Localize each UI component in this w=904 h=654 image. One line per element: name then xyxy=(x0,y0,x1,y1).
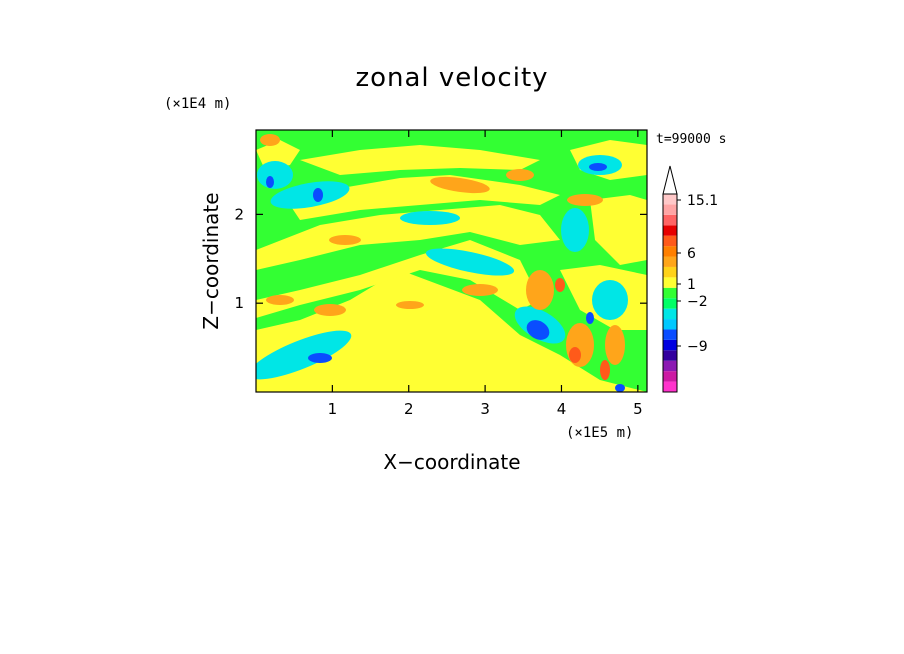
colorbar-extend-arrow xyxy=(662,165,678,195)
colorbar-swatch xyxy=(663,194,677,205)
x-tick-label: 2 xyxy=(404,400,414,418)
y-tick-label: 1 xyxy=(234,294,244,312)
y-tick-label: 2 xyxy=(234,205,244,223)
x-tick-label: 5 xyxy=(633,400,643,418)
chart-title: zonal velocity xyxy=(355,63,548,93)
colorbar-label: 15.1 xyxy=(687,193,718,209)
x-axis-title: X−coordinate xyxy=(383,450,520,474)
x-tick-label: 4 xyxy=(557,400,567,418)
colorbar-swatch xyxy=(663,225,677,236)
colorbar-swatch xyxy=(663,308,677,320)
colorbar-swatch xyxy=(663,339,677,351)
colorbar-swatch xyxy=(663,266,677,278)
colorbar-label: −2 xyxy=(687,294,708,310)
x-tick-label: 1 xyxy=(328,400,338,418)
x-unit-label: (×1E5 m) xyxy=(566,425,633,441)
colorbar-swatch xyxy=(663,256,677,267)
colorbar-label: −9 xyxy=(687,339,708,355)
colorbar-swatch xyxy=(663,319,677,330)
colorbar-swatch xyxy=(663,235,677,247)
x-axis: 1 2 3 4 5 xyxy=(328,130,643,418)
colorbar-label: 1 xyxy=(687,277,696,293)
colorbar-swatch xyxy=(663,350,677,361)
colorbar-swatch xyxy=(663,287,677,299)
colorbar-label: 6 xyxy=(687,246,696,262)
colorbar: 15.1 6 1−2 −9 xyxy=(662,165,718,393)
x-tick-label: 3 xyxy=(480,400,490,418)
time-label: t=99000 s xyxy=(656,132,726,147)
colorbar-swatch xyxy=(663,298,677,309)
contour-field xyxy=(256,130,647,392)
colorbar-swatch xyxy=(663,204,677,215)
colorbar-swatch xyxy=(663,277,677,288)
colorbar-swatch xyxy=(663,246,677,257)
y-axis: 12 xyxy=(234,205,647,312)
colorbar-swatch xyxy=(663,360,677,372)
plot-frame xyxy=(255,129,648,393)
colorbar-swatch xyxy=(663,214,677,226)
y-axis-title: Z−coordinate xyxy=(199,192,223,329)
y-unit-label: (×1E4 m) xyxy=(164,96,231,112)
colorbar-swatch xyxy=(663,381,677,392)
colorbar-frame xyxy=(662,193,678,393)
colorbar-swatch xyxy=(663,329,677,340)
colorbar-swatch xyxy=(663,371,677,382)
